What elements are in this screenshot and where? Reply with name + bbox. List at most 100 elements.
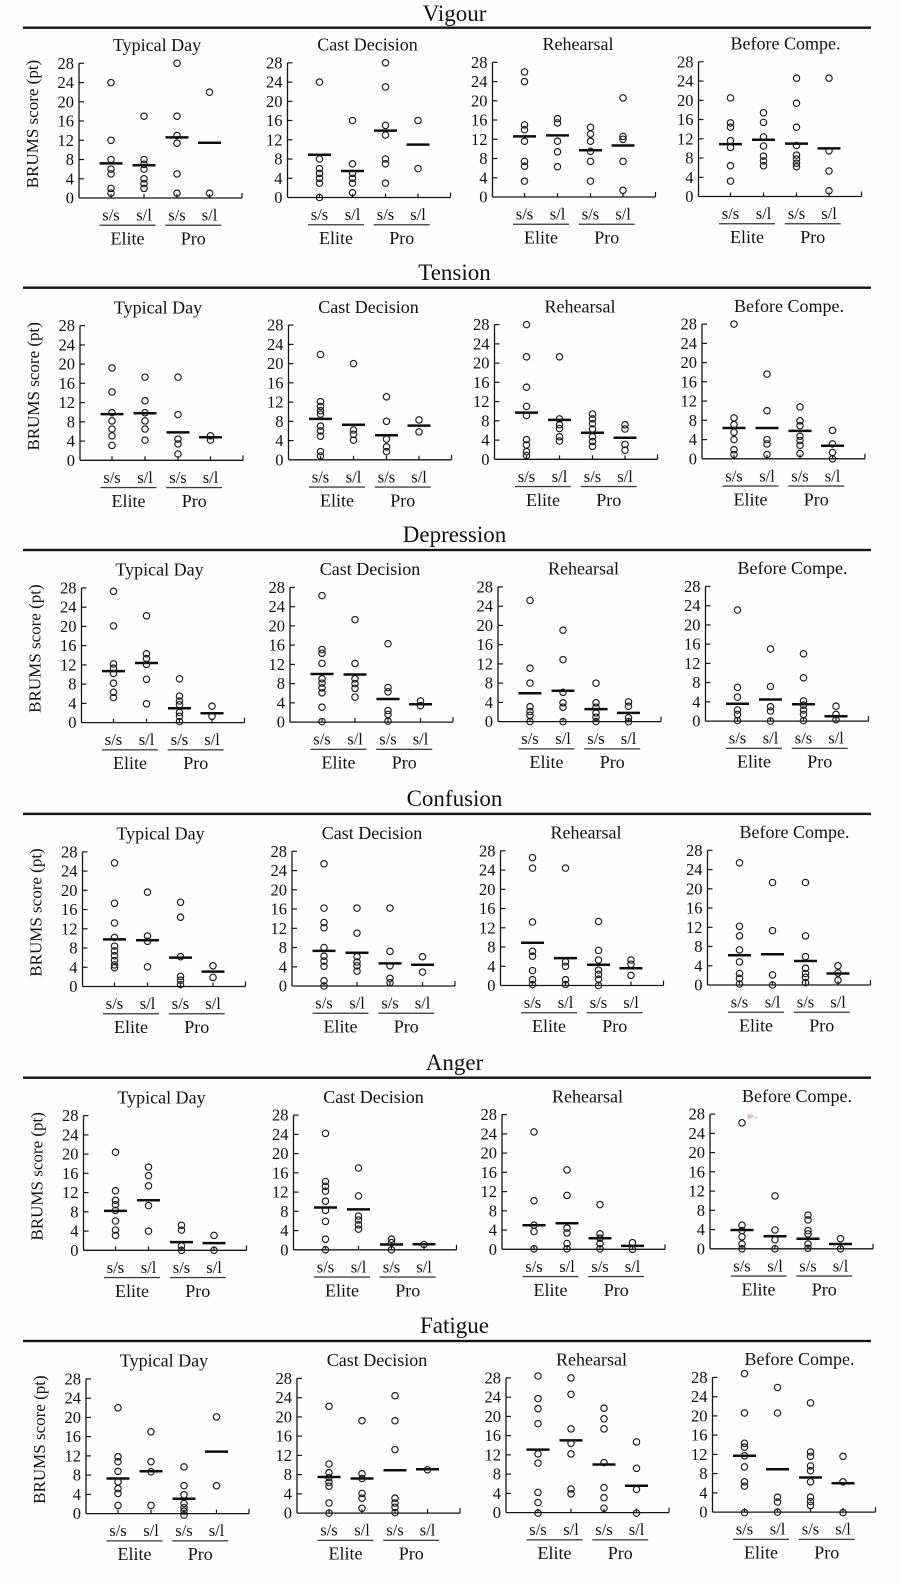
- svg-text:Before Compe.: Before Compe.: [742, 1086, 852, 1106]
- svg-text:s/s: s/s: [169, 468, 186, 487]
- svg-text:Pro: Pro: [392, 753, 417, 773]
- svg-text:Elite: Elite: [734, 489, 768, 509]
- svg-text:16: 16: [271, 900, 288, 919]
- svg-text:Elite: Elite: [739, 1016, 773, 1036]
- svg-text:s/s: s/s: [107, 1258, 124, 1277]
- svg-text:4: 4: [697, 1220, 705, 1239]
- svg-text:s/l: s/l: [354, 1521, 370, 1540]
- svg-text:28: 28: [62, 1106, 79, 1125]
- svg-text:s/s: s/s: [312, 467, 329, 486]
- svg-text:20: 20: [271, 880, 288, 899]
- svg-text:4: 4: [274, 169, 282, 188]
- svg-text:4: 4: [689, 430, 697, 449]
- svg-text:s/l: s/l: [835, 1520, 851, 1539]
- svg-text:s/l: s/l: [767, 1256, 783, 1275]
- svg-text:s/s: s/s: [525, 1257, 542, 1276]
- svg-text:20: 20: [684, 615, 701, 634]
- svg-text:8: 8: [67, 412, 75, 431]
- svg-text:0: 0: [689, 449, 697, 468]
- svg-text:s/l: s/l: [563, 1520, 579, 1539]
- svg-text:4: 4: [70, 1222, 78, 1241]
- svg-text:0: 0: [279, 977, 287, 996]
- svg-text:s/l: s/l: [770, 1520, 786, 1539]
- svg-text:8: 8: [279, 938, 287, 957]
- svg-text:s/s: s/s: [379, 730, 396, 749]
- svg-text:s/l: s/l: [139, 730, 155, 749]
- svg-text:Elite: Elite: [730, 227, 764, 247]
- svg-text:24: 24: [62, 1125, 79, 1144]
- svg-text:28: 28: [61, 842, 78, 861]
- svg-text:12: 12: [59, 393, 76, 412]
- svg-text:Typical Day: Typical Day: [113, 35, 201, 55]
- svg-text:s/s: s/s: [171, 730, 188, 749]
- svg-text:20: 20: [485, 1407, 502, 1426]
- svg-text:s/l: s/l: [203, 468, 219, 487]
- svg-text:12: 12: [684, 654, 701, 673]
- svg-text:28: 28: [65, 1369, 82, 1388]
- svg-text:20: 20: [272, 1144, 289, 1163]
- svg-text:Elite: Elite: [322, 753, 356, 773]
- svg-text:0: 0: [277, 713, 285, 732]
- svg-text:Rehearsal: Rehearsal: [552, 1086, 623, 1106]
- svg-text:s/l: s/l: [141, 1258, 157, 1277]
- svg-text:Elite: Elite: [329, 1544, 363, 1564]
- svg-text:Depression: Depression: [403, 522, 507, 547]
- svg-text:Pro: Pro: [184, 1017, 209, 1037]
- svg-text:s/l: s/l: [137, 468, 153, 487]
- svg-text:s/l: s/l: [346, 467, 362, 486]
- svg-text:Elite: Elite: [538, 1543, 572, 1563]
- svg-text:s/s: s/s: [313, 730, 330, 749]
- svg-text:s/s: s/s: [175, 1521, 192, 1540]
- svg-text:28: 28: [681, 315, 698, 334]
- svg-text:8: 8: [685, 149, 693, 168]
- svg-text:12: 12: [276, 1446, 293, 1465]
- svg-text:s/s: s/s: [381, 994, 398, 1013]
- svg-text:16: 16: [276, 1427, 293, 1446]
- svg-text:BRUMS score (pt): BRUMS score (pt): [23, 60, 42, 188]
- svg-text:8: 8: [692, 673, 700, 692]
- svg-text:12: 12: [473, 392, 490, 411]
- svg-text:8: 8: [487, 938, 495, 957]
- svg-text:4: 4: [699, 1483, 707, 1502]
- svg-text:4: 4: [692, 692, 700, 711]
- svg-text:s/s: s/s: [595, 1520, 612, 1539]
- svg-text:12: 12: [267, 393, 284, 412]
- svg-text:16: 16: [59, 374, 76, 393]
- svg-text:s/s: s/s: [103, 468, 120, 487]
- svg-text:Elite: Elite: [319, 228, 353, 248]
- svg-text:8: 8: [70, 1202, 78, 1221]
- svg-text:s/l: s/l: [550, 205, 566, 224]
- svg-text:28: 28: [485, 1368, 502, 1387]
- svg-text:24: 24: [477, 597, 494, 616]
- svg-text:20: 20: [473, 354, 490, 373]
- svg-text:Cast Decision: Cast Decision: [320, 559, 421, 579]
- svg-text:16: 16: [477, 635, 494, 654]
- svg-text:s/s: s/s: [725, 466, 742, 485]
- svg-text:s/l: s/l: [763, 729, 779, 748]
- svg-text:Before Compe.: Before Compe.: [738, 558, 848, 578]
- svg-text:20: 20: [686, 879, 703, 898]
- svg-text:Pro: Pro: [812, 1279, 837, 1299]
- svg-text:24: 24: [691, 1387, 708, 1406]
- svg-text:Elite: Elite: [744, 1543, 778, 1563]
- svg-text:28: 28: [266, 53, 283, 72]
- svg-text:28: 28: [691, 1368, 708, 1387]
- svg-text:12: 12: [477, 654, 494, 673]
- svg-text:24: 24: [684, 596, 701, 615]
- svg-text:20: 20: [681, 353, 698, 372]
- svg-text:Elite: Elite: [115, 1281, 149, 1301]
- svg-text:28: 28: [60, 578, 77, 597]
- svg-text:24: 24: [65, 1389, 82, 1408]
- svg-text:s/s: s/s: [315, 994, 332, 1013]
- svg-text:s/l: s/l: [415, 994, 431, 1013]
- svg-text:16: 16: [485, 1426, 502, 1445]
- svg-text:28: 28: [481, 1105, 498, 1124]
- svg-text:28: 28: [477, 577, 494, 596]
- svg-text:s/l: s/l: [828, 729, 844, 748]
- svg-text:Pro: Pro: [181, 229, 206, 249]
- svg-text:Pro: Pro: [608, 1543, 633, 1563]
- svg-text:16: 16: [686, 899, 703, 918]
- svg-text:s/l: s/l: [765, 993, 781, 1012]
- svg-text:4: 4: [68, 694, 76, 713]
- svg-text:s/s: s/s: [386, 1521, 403, 1540]
